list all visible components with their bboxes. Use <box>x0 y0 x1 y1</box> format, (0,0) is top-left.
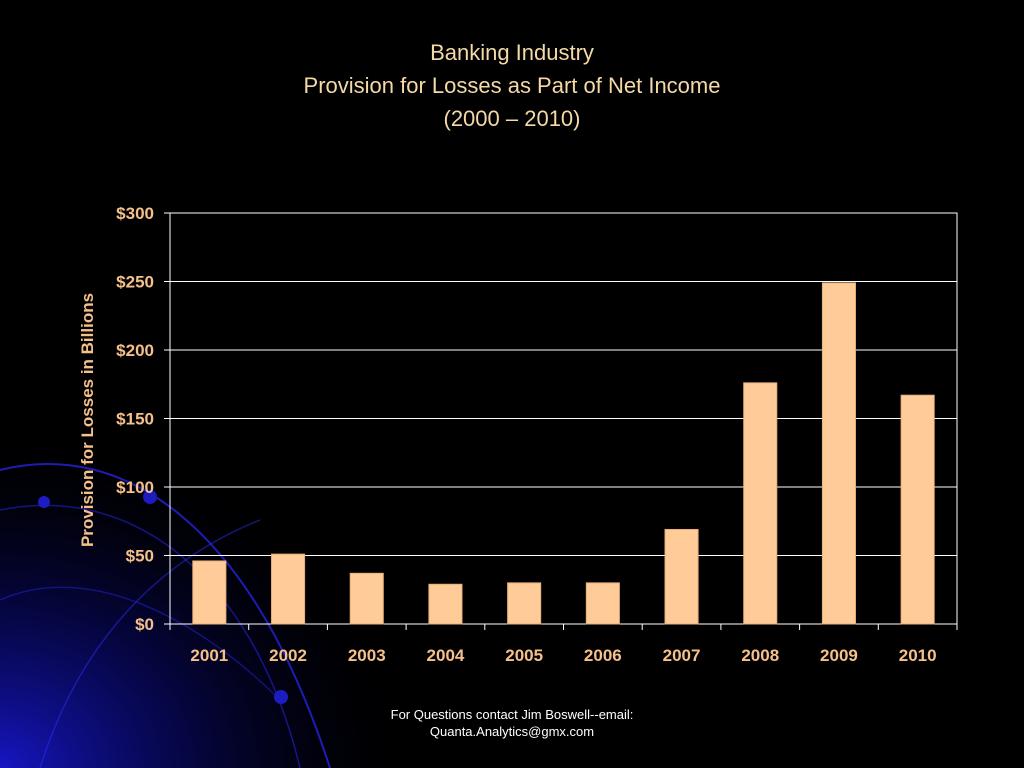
x-tick-label: 2008 <box>741 646 779 665</box>
bar <box>664 528 699 625</box>
y-tick-label: $50 <box>126 547 154 566</box>
x-tick-label: 2010 <box>899 646 937 665</box>
x-tick-label: 2006 <box>584 646 622 665</box>
deco-arc-1 <box>0 463 331 768</box>
y-tick-label: $150 <box>116 410 154 429</box>
x-tick-label: 2001 <box>190 646 228 665</box>
deco-dot-3 <box>274 690 288 704</box>
title-line-1: Banking Industry <box>430 40 594 65</box>
slide-title: Banking Industry Provision for Losses as… <box>0 36 1024 135</box>
x-tick-label: 2002 <box>269 646 307 665</box>
deco-dot-2 <box>143 490 157 504</box>
bar <box>585 582 620 625</box>
deco-arc-4 <box>0 586 281 701</box>
x-tick-label: 2003 <box>348 646 386 665</box>
y-tick-label: $300 <box>116 204 154 223</box>
title-line-3: (2000 – 2010) <box>443 106 581 131</box>
x-tick-label: 2004 <box>427 646 465 665</box>
x-tick-label: 2009 <box>820 646 858 665</box>
bar <box>192 560 227 625</box>
deco-dot-1 <box>38 496 50 508</box>
title-line-2: Provision for Losses as Part of Net Inco… <box>303 73 721 98</box>
bar <box>821 282 856 625</box>
x-tick-label: 2005 <box>505 646 543 665</box>
x-tick-label: 2007 <box>663 646 701 665</box>
bar <box>349 572 384 625</box>
bar <box>428 583 463 625</box>
y-tick-label: $0 <box>135 615 154 634</box>
footer-contact: For Questions contact Jim Boswell--email… <box>0 706 1024 740</box>
bar <box>507 582 542 625</box>
deco-arc-3 <box>39 519 261 768</box>
footer-line-1: For Questions contact Jim Boswell--email… <box>390 707 634 722</box>
y-tick-label: $250 <box>116 273 154 292</box>
footer-line-2: Quanta.Analytics@gmx.com <box>429 724 595 739</box>
y-tick-label: $200 <box>116 341 154 360</box>
bar <box>900 394 935 625</box>
bar <box>271 553 306 625</box>
y-tick-label: $100 <box>116 478 154 497</box>
bar <box>743 382 778 625</box>
